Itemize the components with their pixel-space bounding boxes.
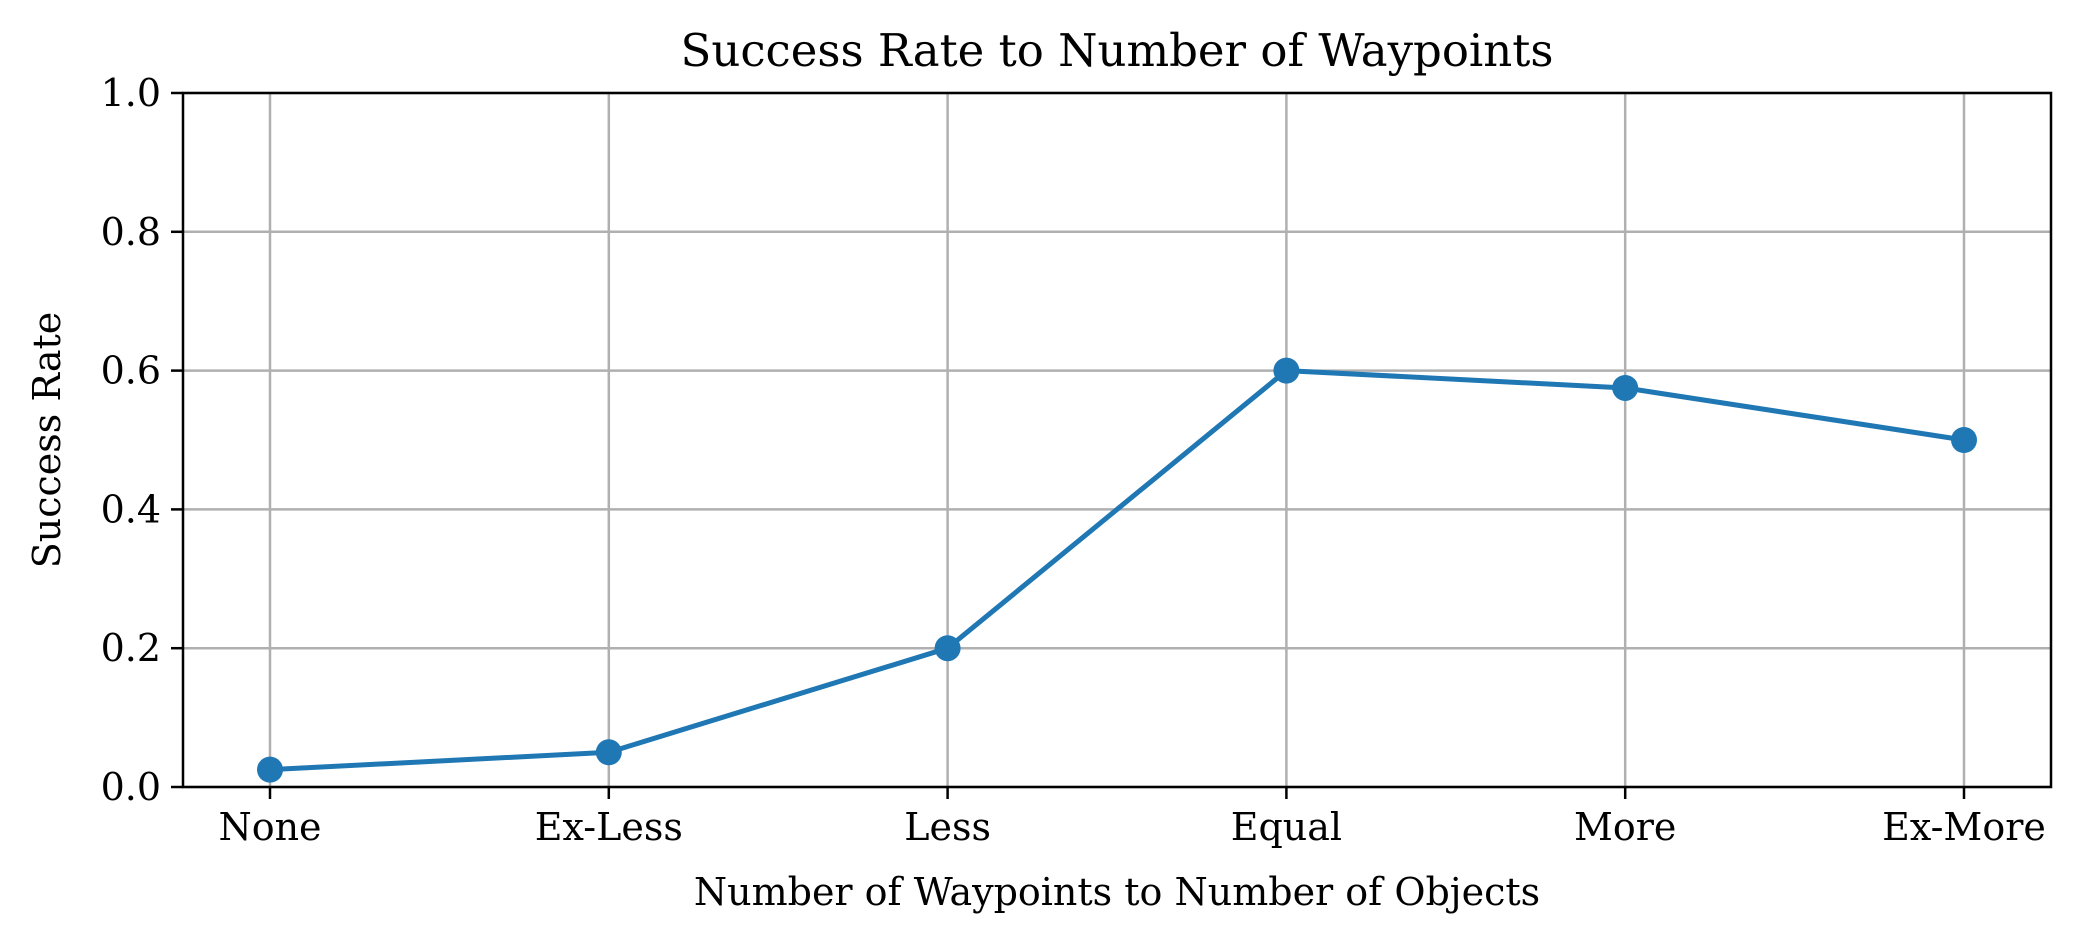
y-tick-label: 0.4: [101, 487, 161, 531]
axis-ticks: None Ex-Less Less Equal More Ex-More 0.0 0.2 0.4…: [101, 71, 2046, 849]
data-point-ex-more: [1951, 427, 1977, 453]
series-layer: [257, 357, 1977, 783]
y-axis-label: Success Rate: [25, 312, 69, 569]
x-tick-label: More: [1574, 805, 1676, 849]
plot-frame: [181, 91, 2053, 789]
chart-title: Success Rate to Number of Waypoints: [681, 24, 1554, 77]
series-line: [269, 368, 1965, 773]
x-tick-label: Equal: [1231, 805, 1342, 849]
x-axis-label: Number of Waypoints to Number of Objects: [694, 870, 1540, 914]
x-tick-label: Less: [904, 805, 991, 849]
data-point-less: [934, 635, 961, 662]
x-tick-label: None: [218, 805, 321, 849]
y-tick-label: 1.0: [101, 71, 161, 115]
data-point-none: [257, 756, 283, 783]
data-point-ex-less: [595, 739, 622, 766]
y-tick-label: 0.0: [101, 765, 161, 809]
data-point-equal: [1273, 357, 1300, 384]
y-tick-label: 0.2: [101, 626, 161, 670]
y-tick-label: 0.6: [101, 349, 161, 393]
x-tick-label: Ex-Less: [535, 805, 683, 849]
x-tick-label: Ex-More: [1882, 805, 2046, 849]
grid-lines: [183, 91, 2051, 789]
data-point-more: [1612, 374, 1639, 401]
y-tick-label: 0.8: [101, 210, 161, 254]
